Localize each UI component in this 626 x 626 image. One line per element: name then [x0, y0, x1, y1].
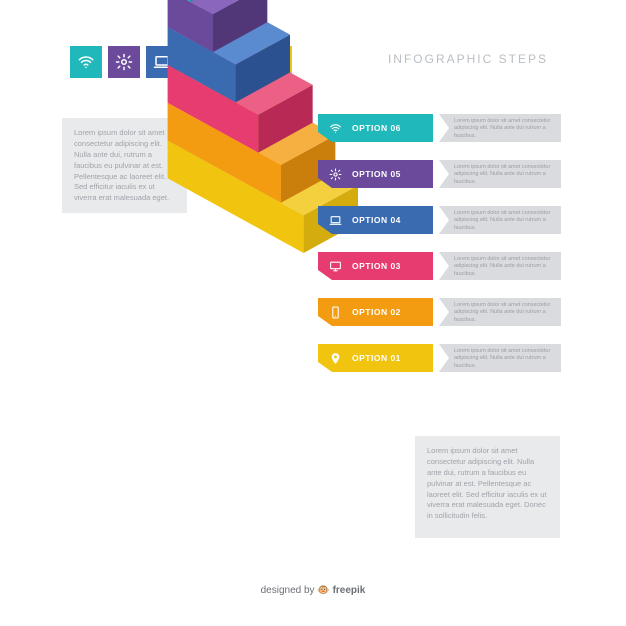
footer-credit: designed by 🐵 freepik — [0, 585, 626, 596]
wifi-icon — [328, 121, 342, 135]
option-desc: Lorem ipsum dolor sit amet consectetur a… — [439, 252, 561, 280]
footer-prefix: designed by — [261, 585, 318, 596]
option-row: OPTION 06 Lorem ipsum dolor sit amet cons… — [318, 112, 578, 144]
footer-brand: freepik — [333, 585, 366, 596]
option-banner: OPTION 03 — [318, 252, 433, 280]
option-banner: OPTION 02 — [318, 298, 433, 326]
option-row: OPTION 05 Lorem ipsum dolor sit amet cons… — [318, 158, 578, 190]
options-column: OPTION 06 Lorem ipsum dolor sit amet cons… — [318, 112, 578, 388]
page-title: INFOGRAPHIC STEPS — [388, 52, 548, 66]
option-banner: OPTION 05 — [318, 160, 433, 188]
option-banner: OPTION 04 — [318, 206, 433, 234]
gear-icon — [328, 167, 342, 181]
option-desc: Lorem ipsum dolor sit amet consectetur a… — [439, 114, 561, 142]
option-label: OPTION 04 — [352, 215, 401, 225]
option-row: OPTION 04 Lorem ipsum dolor sit amet cons… — [318, 204, 578, 236]
wifi-icon — [70, 46, 102, 78]
option-desc: Lorem ipsum dolor sit amet consectetur a… — [439, 160, 561, 188]
laptop-icon — [328, 213, 342, 227]
monitor-icon — [328, 259, 342, 273]
option-label: OPTION 02 — [352, 307, 401, 317]
gear-icon — [108, 46, 140, 78]
option-desc: Lorem ipsum dolor sit amet consectetur a… — [439, 206, 561, 234]
option-banner: OPTION 01 — [318, 344, 433, 372]
option-label: OPTION 01 — [352, 353, 401, 363]
isometric-staircase — [92, 120, 352, 460]
pin-icon — [328, 351, 342, 365]
option-label: OPTION 03 — [352, 261, 401, 271]
text-box-lower: Lorem ipsum dolor sit amet consectetur a… — [415, 436, 560, 538]
phone-icon — [328, 305, 342, 319]
option-desc: Lorem ipsum dolor sit amet consectetur a… — [439, 344, 561, 372]
option-row: OPTION 01 Lorem ipsum dolor sit amet cons… — [318, 342, 578, 374]
option-label: OPTION 06 — [352, 123, 401, 133]
option-banner: OPTION 06 — [318, 114, 433, 142]
option-row: OPTION 02 Lorem ipsum dolor sit amet cons… — [318, 296, 578, 328]
option-label: OPTION 05 — [352, 169, 401, 179]
option-desc: Lorem ipsum dolor sit amet consectetur a… — [439, 298, 561, 326]
option-row: OPTION 03 Lorem ipsum dolor sit amet cons… — [318, 250, 578, 282]
